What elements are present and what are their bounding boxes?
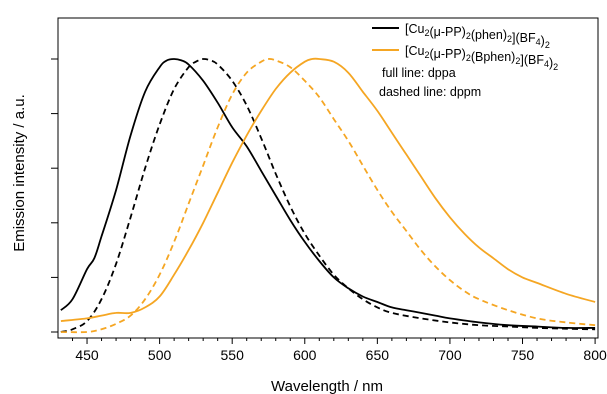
series-phen-dppa [60,58,596,329]
series-bphen-dppm [60,58,596,334]
annotation-full-line: full line: dppa [382,66,456,80]
series-layer [60,57,596,334]
series-bphen-dppa [60,57,596,322]
series-phen-dppm [60,58,596,333]
x-tick-label: 800 [583,347,607,363]
x-tick-label: 750 [511,347,535,363]
axes: 450 500 550 600 650 700 750 800 [51,17,607,363]
legend-label: [Cu2(μ-PP)2(Bphen)2](BF4)2 [405,44,558,72]
x-tick-label: 650 [366,347,390,363]
x-tick-label: 500 [148,347,172,363]
x-axis-title: Wavelength / nm [271,378,383,394]
x-tick-label: 700 [438,347,462,363]
legend-label: [Cu2(μ-PP)2(phen)2](BF4)2 [405,22,550,50]
plot-frame [57,17,599,339]
x-tick-label: 600 [293,347,317,363]
y-axis-title: Emission intensity / a.u. [11,94,28,252]
annotation-dashed-line: dashed line: dppm [379,85,481,99]
x-tick-label: 550 [221,347,245,363]
legend: [Cu2(μ-PP)2(phen)2](BF4)2[Cu2(μ-PP)2(Bph… [372,22,558,72]
x-tick-label: 450 [75,347,99,363]
